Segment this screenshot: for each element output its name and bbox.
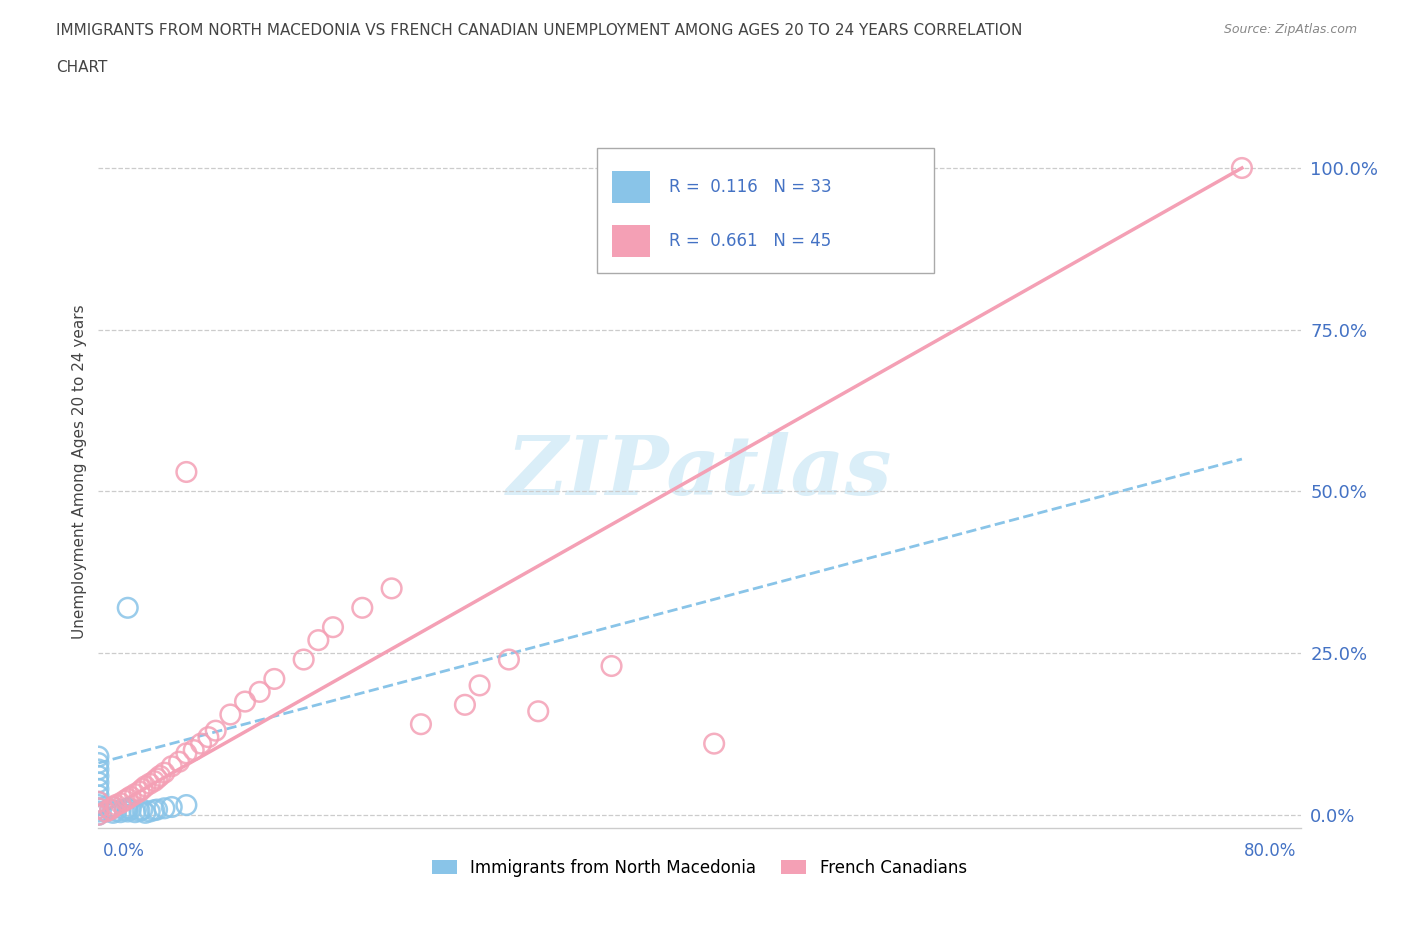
Point [120,790,142,804]
Point [138,777,160,791]
Point [176,798,198,813]
Point [249,684,271,699]
Point [131,781,153,796]
Point [98,803,121,817]
Point [153,765,176,780]
Point [87,807,110,822]
Point [527,704,550,719]
Point [87,768,110,783]
Point [160,800,183,815]
Point [105,804,128,818]
Point [87,762,110,777]
FancyBboxPatch shape [598,148,934,272]
Point [233,694,256,709]
Point [176,465,198,480]
Point [143,803,166,817]
Text: Source: ZipAtlas.com: Source: ZipAtlas.com [1223,23,1357,36]
Point [87,801,110,816]
Point [167,754,190,769]
Point [87,804,110,819]
Point [101,805,124,820]
Point [381,581,404,596]
Point [114,793,136,808]
Point [409,717,432,732]
Point [124,787,146,802]
Point [87,781,110,796]
Point [101,800,124,815]
Bar [612,225,650,257]
Point [87,755,110,770]
Bar [612,171,650,204]
Legend: Immigrants from North Macedonia, French Canadians: Immigrants from North Macedonia, French … [426,852,973,883]
Point [134,805,156,820]
Point [146,803,169,817]
Point [87,775,110,790]
Point [183,743,205,758]
Point [87,801,110,816]
Point [117,601,139,616]
Point [110,804,132,819]
Point [204,724,226,738]
Point [322,619,344,634]
Point [110,796,132,811]
Point [468,678,491,693]
Point [87,807,110,822]
Text: CHART: CHART [56,60,108,75]
Point [292,652,315,667]
Point [176,746,198,761]
Point [101,800,124,815]
Point [134,778,156,793]
Point [120,803,142,817]
Point [94,804,117,819]
Point [114,803,136,817]
Point [146,771,169,786]
Point [454,698,477,712]
Point [124,804,146,819]
Point [131,803,153,817]
Point [600,658,623,673]
Point [94,804,117,819]
Y-axis label: Unemployment Among Ages 20 to 24 years: Unemployment Among Ages 20 to 24 years [72,305,87,639]
Point [138,804,160,819]
Point [128,784,150,799]
Text: 80.0%: 80.0% [1244,842,1296,859]
Point [143,774,166,789]
Point [352,601,374,616]
Point [87,788,110,803]
Point [160,759,183,774]
Point [703,737,725,751]
Point [149,768,172,783]
Point [190,737,212,751]
Point [1230,161,1253,176]
Point [117,791,139,806]
Text: R =  0.661   N = 45: R = 0.661 N = 45 [669,232,832,250]
Point [128,804,150,818]
Point [153,801,176,816]
Text: 0.0%: 0.0% [103,842,145,859]
Point [87,798,110,813]
Point [98,803,121,817]
Point [117,801,139,816]
Point [117,804,139,819]
Point [197,730,219,745]
Point [263,671,285,686]
Point [307,632,329,647]
Text: IMMIGRANTS FROM NORTH MACEDONIA VS FRENCH CANADIAN UNEMPLOYMENT AMONG AGES 20 TO: IMMIGRANTS FROM NORTH MACEDONIA VS FRENC… [56,23,1022,38]
Point [87,794,110,809]
Point [219,707,242,722]
Point [105,798,128,813]
Point [87,750,110,764]
Point [498,652,520,667]
Point [87,794,110,809]
Text: R =  0.116   N = 33: R = 0.116 N = 33 [669,179,832,196]
Text: ZIPatlas: ZIPatlas [506,432,893,512]
